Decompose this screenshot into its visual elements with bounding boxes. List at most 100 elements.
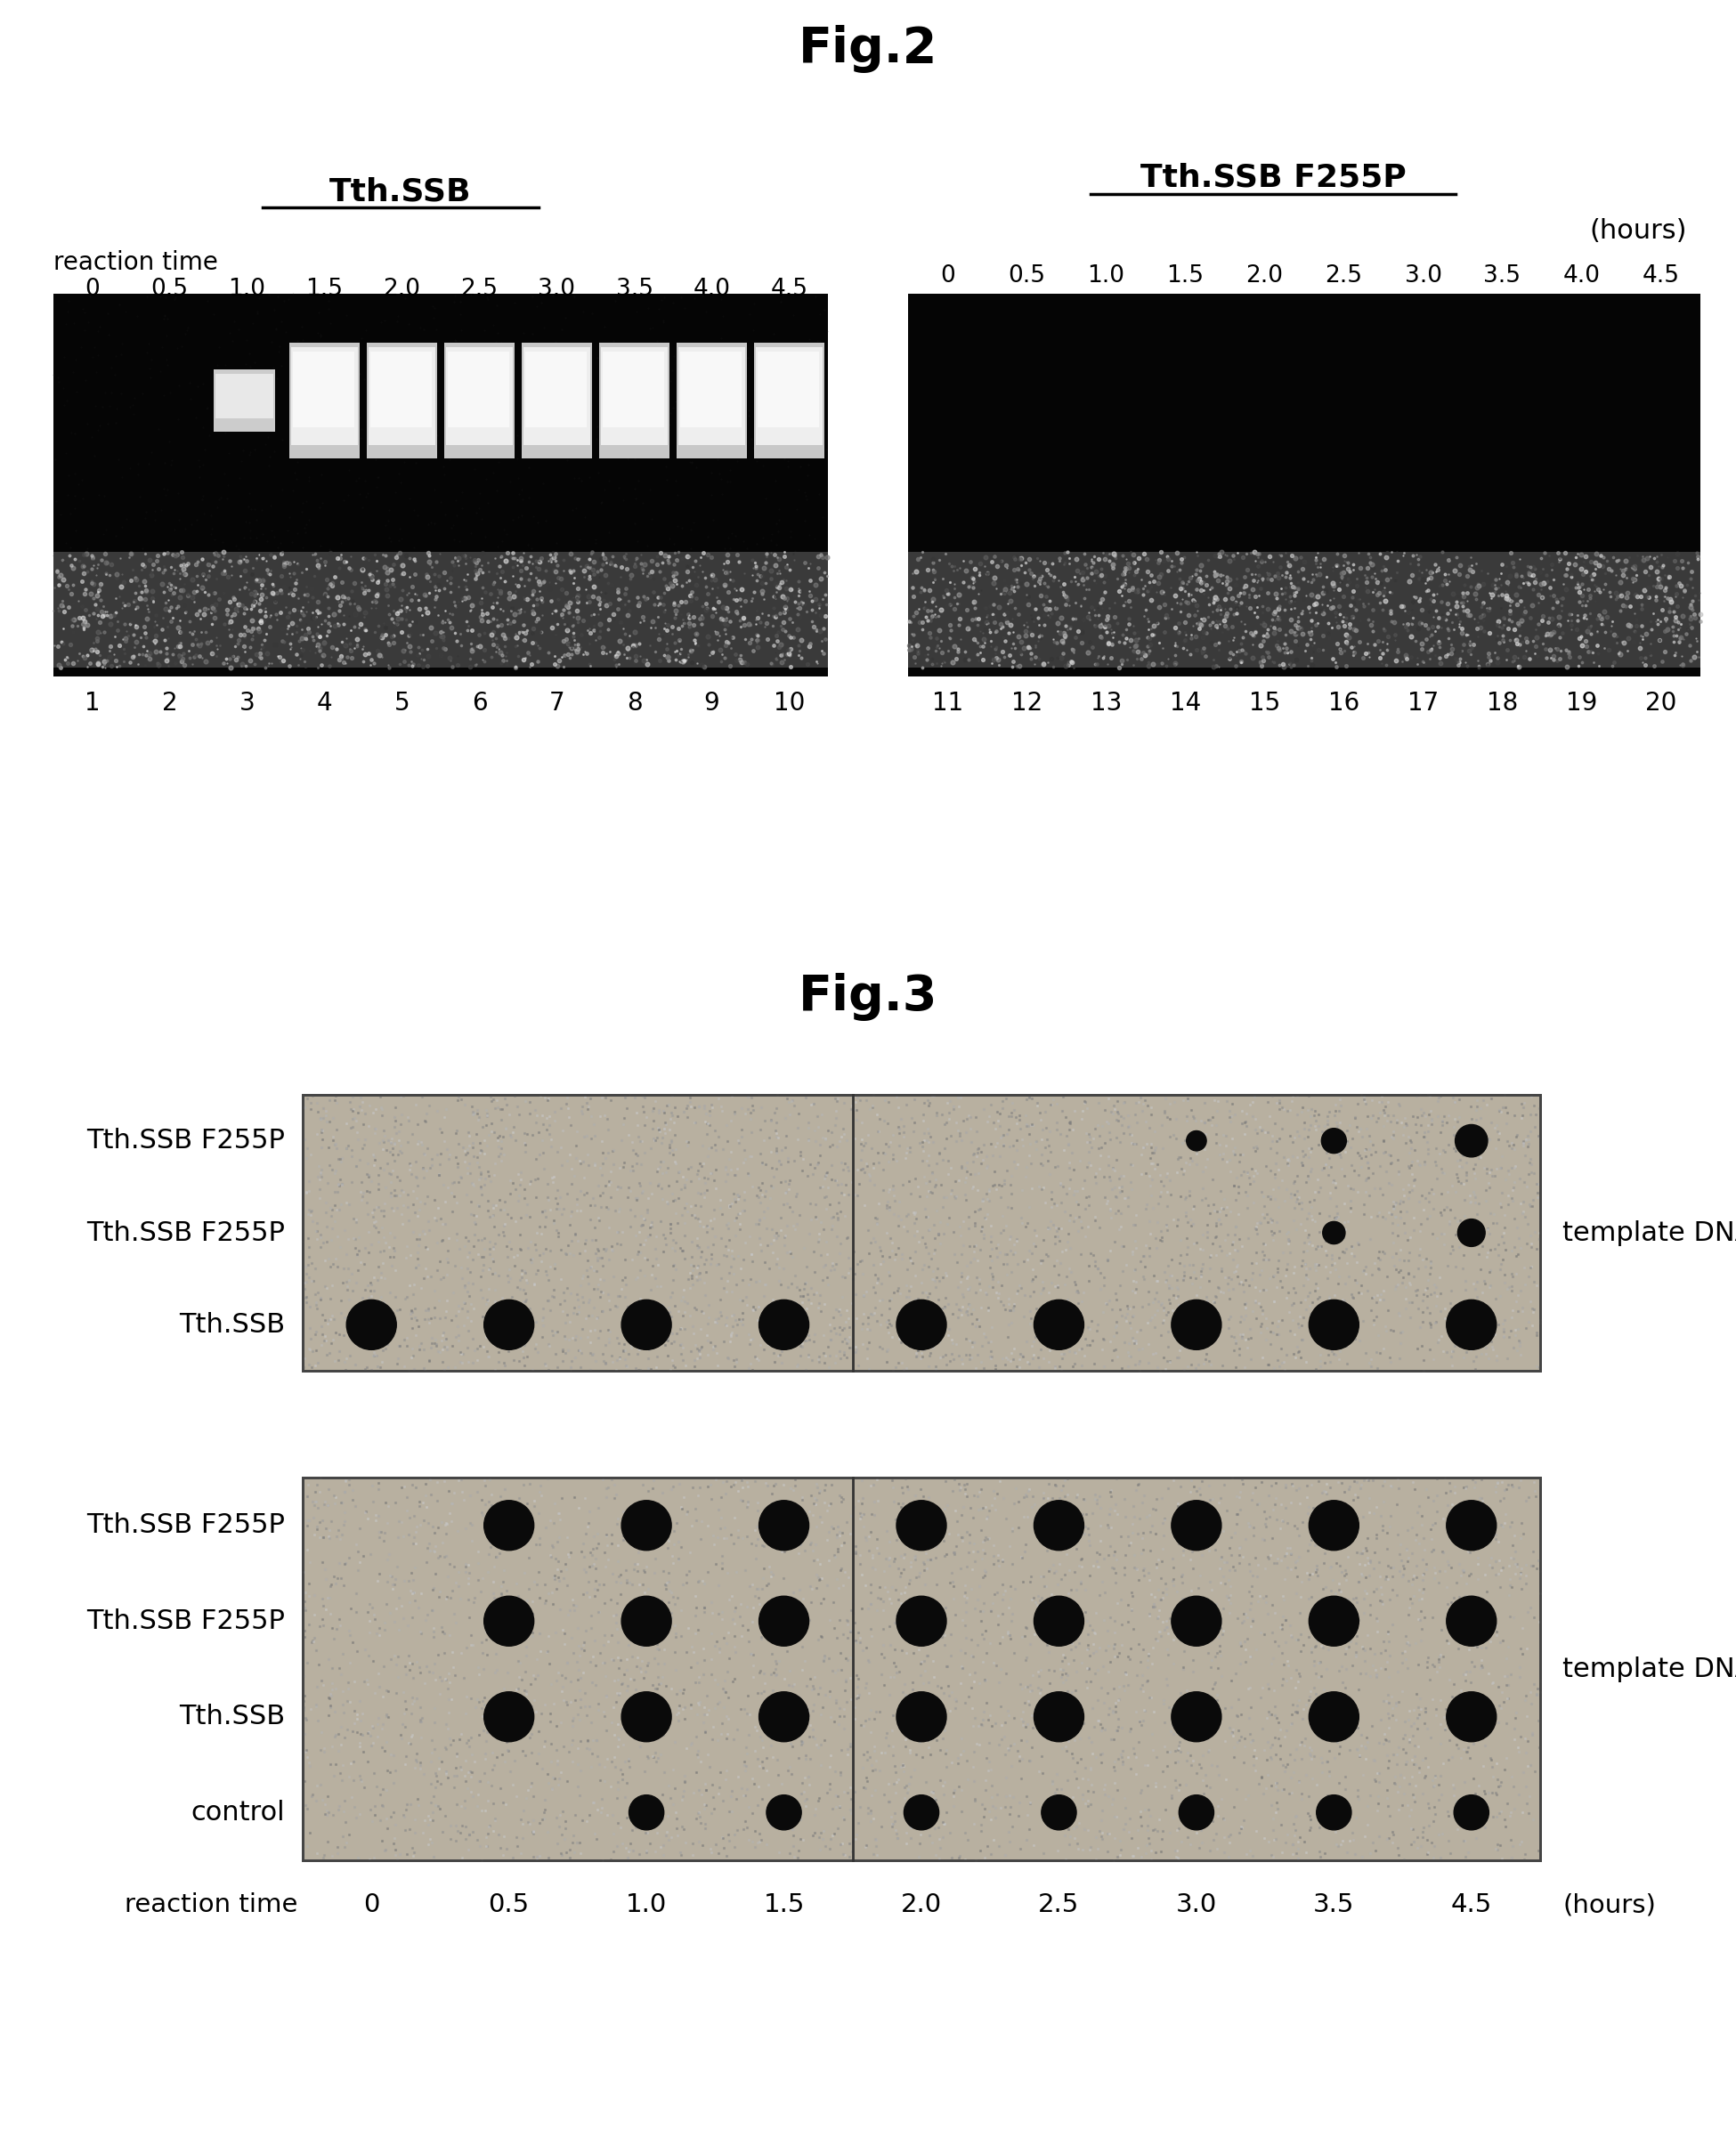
Text: 3: 3 (240, 690, 255, 716)
Circle shape (484, 1691, 535, 1742)
Bar (602, 351, 665, 428)
Circle shape (759, 1299, 809, 1350)
Text: (hours): (hours) (1562, 1891, 1656, 1917)
Text: 13: 13 (1090, 690, 1121, 716)
Bar (444, 343, 514, 458)
Text: 3.0: 3.0 (1404, 264, 1443, 288)
Circle shape (1172, 1500, 1222, 1551)
Circle shape (896, 1299, 946, 1350)
Text: Fig.3: Fig.3 (799, 973, 937, 1020)
Text: 17: 17 (1408, 690, 1439, 716)
Text: 7: 7 (549, 690, 564, 716)
Text: 12: 12 (1010, 690, 1043, 716)
Circle shape (1035, 1500, 1083, 1551)
Bar (755, 347, 823, 445)
Bar (679, 347, 745, 445)
Circle shape (1179, 1796, 1213, 1830)
Bar (523, 343, 592, 458)
Text: 9: 9 (703, 690, 720, 716)
Bar (908, 294, 1700, 677)
Circle shape (1446, 1595, 1496, 1646)
Bar (681, 351, 741, 428)
Text: Tth.SSB F255P: Tth.SSB F255P (1141, 162, 1406, 194)
Text: 1.5: 1.5 (306, 277, 344, 300)
Text: 0.5: 0.5 (151, 277, 187, 300)
Text: 4.5: 4.5 (771, 277, 807, 300)
Bar (524, 347, 590, 445)
Bar (601, 347, 668, 445)
Text: 0: 0 (363, 1891, 380, 1917)
Text: 3.5: 3.5 (1312, 1891, 1354, 1917)
Bar (370, 351, 432, 428)
Text: Tth.SSB F255P: Tth.SSB F255P (87, 1220, 285, 1246)
Bar (214, 368, 274, 432)
Text: Tth.SSB F255P: Tth.SSB F255P (87, 1512, 285, 1538)
Bar (215, 375, 273, 417)
Circle shape (621, 1500, 672, 1551)
Text: 4.0: 4.0 (1562, 264, 1601, 288)
Circle shape (484, 1299, 535, 1350)
Bar (908, 552, 1700, 667)
Circle shape (896, 1595, 946, 1646)
Circle shape (1172, 1299, 1222, 1350)
Text: 4: 4 (316, 690, 332, 716)
Text: 2: 2 (161, 690, 177, 716)
Text: 1: 1 (85, 690, 101, 716)
Circle shape (347, 1299, 396, 1350)
Text: 2.5: 2.5 (1325, 264, 1363, 288)
Circle shape (1309, 1500, 1359, 1551)
Bar (54, 294, 828, 677)
Circle shape (1035, 1299, 1083, 1350)
Bar (448, 351, 509, 428)
Text: Tth.SSB: Tth.SSB (179, 1312, 285, 1338)
Text: template DNA(-): template DNA(-) (1562, 1220, 1736, 1246)
Circle shape (484, 1595, 535, 1646)
Bar (753, 343, 825, 458)
Bar (290, 343, 359, 458)
Text: (hours): (hours) (1590, 219, 1687, 245)
Text: template DNA(+): template DNA(+) (1562, 1655, 1736, 1683)
Text: Fig.2: Fig.2 (799, 26, 937, 72)
Text: 1.0: 1.0 (627, 1891, 667, 1917)
Text: 1.5: 1.5 (1167, 264, 1205, 288)
Text: 6: 6 (472, 690, 488, 716)
Text: 14: 14 (1170, 690, 1201, 716)
Circle shape (1321, 1129, 1347, 1152)
Circle shape (896, 1691, 946, 1742)
Bar (757, 351, 819, 428)
Text: 4.5: 4.5 (1451, 1891, 1491, 1917)
Text: 2.5: 2.5 (460, 277, 498, 300)
Circle shape (621, 1299, 672, 1350)
Text: 0: 0 (941, 264, 955, 288)
Circle shape (1035, 1691, 1083, 1742)
Bar (292, 347, 358, 445)
Circle shape (484, 1500, 535, 1551)
Text: 8: 8 (627, 690, 642, 716)
Text: 0.5: 0.5 (488, 1891, 529, 1917)
Text: 3.0: 3.0 (538, 277, 576, 300)
Bar (302, 1095, 1540, 1372)
Circle shape (621, 1691, 672, 1742)
Text: Tth.SSB F255P: Tth.SSB F255P (87, 1129, 285, 1154)
Circle shape (767, 1796, 802, 1830)
Text: 11: 11 (932, 690, 963, 716)
Bar (446, 347, 512, 445)
Text: 1.0: 1.0 (229, 277, 266, 300)
Bar (293, 351, 354, 428)
Text: 1.5: 1.5 (764, 1891, 804, 1917)
Text: 20: 20 (1646, 690, 1677, 716)
Text: 10: 10 (774, 690, 806, 716)
Circle shape (1309, 1595, 1359, 1646)
Text: Tth.SSB F255P: Tth.SSB F255P (87, 1608, 285, 1634)
Text: 3.5: 3.5 (1484, 264, 1521, 288)
Text: 2.0: 2.0 (384, 277, 420, 300)
Text: 4.5: 4.5 (1642, 264, 1679, 288)
Circle shape (759, 1500, 809, 1551)
Text: reaction time: reaction time (125, 1891, 297, 1917)
Bar (368, 347, 436, 445)
Circle shape (1309, 1691, 1359, 1742)
Text: reaction time: reaction time (54, 249, 219, 275)
Circle shape (1455, 1796, 1489, 1830)
Text: 2.5: 2.5 (1038, 1891, 1080, 1917)
Text: 0.5: 0.5 (1009, 264, 1045, 288)
